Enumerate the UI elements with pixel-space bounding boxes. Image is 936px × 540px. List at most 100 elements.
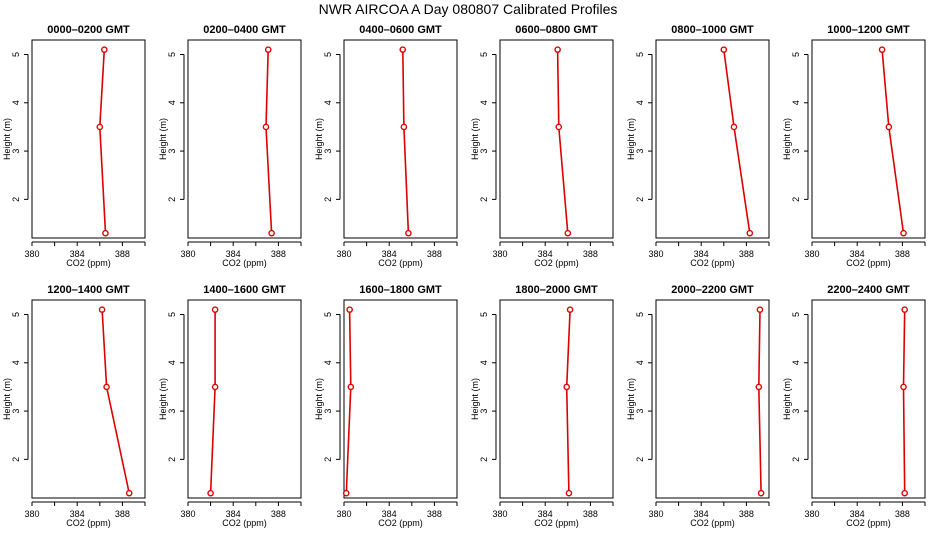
profile-point bbox=[211, 306, 219, 313]
x-tick-label: 384 bbox=[538, 509, 553, 519]
y-axis-label: Height (m) bbox=[782, 118, 792, 160]
x-axis-label: CO2 (ppm) bbox=[222, 258, 267, 268]
panel-title: 0000–0200 GMT bbox=[47, 24, 130, 36]
panel-title: 0400–0600 GMT bbox=[359, 24, 442, 36]
profile-point bbox=[757, 489, 765, 497]
y-tick-label: 5 bbox=[11, 52, 21, 57]
x-tick-label: 384 bbox=[694, 509, 709, 519]
x-tick-label: 388 bbox=[115, 509, 130, 519]
plot-frame bbox=[187, 299, 302, 499]
x-tick-label: 380 bbox=[804, 509, 819, 519]
x-tick-label: 380 bbox=[180, 249, 195, 259]
panel-title: 2000–2200 GMT bbox=[671, 284, 754, 296]
x-axis-label: CO2 (ppm) bbox=[66, 258, 111, 268]
y-axis-label: Height (m) bbox=[2, 118, 12, 160]
x-tick-label: 380 bbox=[24, 509, 39, 519]
figure-title: NWR AIRCOA A Day 080807 Calibrated Profi… bbox=[319, 1, 618, 17]
x-tick-label: 380 bbox=[492, 509, 507, 519]
x-tick-label: 380 bbox=[492, 249, 507, 259]
y-tick-label: 5 bbox=[323, 52, 333, 57]
y-tick-label: 4 bbox=[323, 100, 333, 105]
profile-point bbox=[342, 489, 350, 497]
y-axis-label: Height (m) bbox=[626, 118, 636, 160]
x-tick-label: 388 bbox=[427, 249, 442, 259]
profile-line bbox=[101, 309, 130, 494]
profile-line bbox=[265, 49, 273, 234]
y-tick-label: 2 bbox=[11, 197, 21, 202]
y-tick-label: 3 bbox=[11, 409, 21, 414]
plot-frame bbox=[499, 39, 614, 239]
x-tick-label: 384 bbox=[850, 509, 865, 519]
x-tick-label: 380 bbox=[648, 509, 663, 519]
panel-8: 1400–1600 GMT 380 384 388 CO2 (ppm) 2 3 4 5 Heigh… bbox=[158, 284, 302, 528]
profile-point bbox=[885, 123, 893, 131]
y-tick-label: 2 bbox=[635, 457, 645, 462]
y-tick-label: 5 bbox=[635, 52, 645, 57]
profile-point bbox=[125, 489, 133, 497]
x-tick-label: 384 bbox=[694, 249, 709, 259]
profile-point bbox=[901, 306, 908, 313]
profile-line bbox=[902, 309, 906, 494]
x-tick-label: 384 bbox=[70, 249, 85, 259]
panel-2: 0200–0400 GMT 380 384 388 CO2 (ppm) 2 3 4 5 Heigh… bbox=[158, 24, 302, 268]
y-axis-label: Height (m) bbox=[314, 378, 324, 420]
y-tick-label: 3 bbox=[479, 409, 489, 414]
panel-title: 1600–1800 GMT bbox=[359, 284, 442, 296]
x-tick-label: 384 bbox=[70, 509, 85, 519]
y-axis-label: Height (m) bbox=[782, 378, 792, 420]
x-tick-label: 380 bbox=[648, 249, 663, 259]
x-tick-label: 380 bbox=[180, 509, 195, 519]
y-tick-label: 5 bbox=[635, 312, 645, 317]
x-axis-label: CO2 (ppm) bbox=[846, 518, 891, 528]
profile-point bbox=[399, 46, 407, 53]
y-tick-label: 3 bbox=[11, 149, 21, 154]
profile-point bbox=[720, 46, 728, 53]
y-tick-label: 2 bbox=[479, 457, 489, 462]
profile-point bbox=[901, 489, 908, 497]
profile-line bbox=[881, 49, 905, 234]
profile-line bbox=[757, 309, 762, 494]
profile-point bbox=[405, 229, 412, 237]
profile-point bbox=[264, 46, 272, 53]
x-tick-label: 384 bbox=[226, 509, 241, 519]
y-tick-label: 4 bbox=[167, 360, 177, 365]
profile-point bbox=[347, 383, 355, 391]
y-tick-label: 5 bbox=[791, 52, 801, 57]
x-tick-label: 384 bbox=[226, 249, 241, 259]
y-tick-label: 4 bbox=[167, 100, 177, 105]
x-tick-label: 388 bbox=[271, 509, 286, 519]
y-tick-label: 2 bbox=[167, 457, 177, 462]
panel-grid: 0000–0200 GMT 380 384 388 CO2 (ppm) 2 3 4 5 Heigh… bbox=[2, 24, 926, 528]
profile-point bbox=[746, 229, 754, 237]
plot-frame bbox=[187, 39, 302, 239]
profile-point bbox=[98, 306, 106, 313]
profile-point bbox=[346, 306, 353, 313]
profile-point bbox=[102, 229, 109, 237]
x-axis-label: CO2 (ppm) bbox=[66, 518, 111, 528]
panel-title: 1000–1200 GMT bbox=[827, 24, 910, 36]
x-axis-label: CO2 (ppm) bbox=[534, 258, 579, 268]
plot-frame bbox=[31, 39, 146, 239]
plot-frame bbox=[811, 299, 926, 499]
y-tick-label: 4 bbox=[791, 360, 801, 365]
y-tick-label: 3 bbox=[479, 149, 489, 154]
profile-point bbox=[262, 123, 270, 131]
plot-frame bbox=[343, 39, 458, 239]
x-tick-label: 388 bbox=[271, 249, 286, 259]
x-axis-label: CO2 (ppm) bbox=[378, 518, 423, 528]
profile-line bbox=[556, 49, 569, 234]
panel-1: 0000–0200 GMT 380 384 388 CO2 (ppm) 2 3 4 5 Heigh… bbox=[2, 24, 146, 268]
panel-title: 0800–1000 GMT bbox=[671, 24, 754, 36]
x-tick-label: 388 bbox=[895, 509, 910, 519]
panel-3: 0400–0600 GMT 380 384 388 CO2 (ppm) 2 3 4 5 Heigh… bbox=[314, 24, 458, 268]
y-axis-label: Height (m) bbox=[2, 378, 12, 420]
y-tick-label: 2 bbox=[791, 197, 801, 202]
x-axis-label: CO2 (ppm) bbox=[222, 518, 267, 528]
profile-point bbox=[900, 383, 907, 391]
x-axis-label: CO2 (ppm) bbox=[378, 258, 423, 268]
panel-7: 1200–1400 GMT 380 384 388 CO2 (ppm) 2 3 4 5 Heigh… bbox=[2, 284, 146, 528]
profile-point bbox=[400, 123, 408, 131]
x-tick-label: 388 bbox=[115, 249, 130, 259]
y-tick-label: 4 bbox=[635, 100, 645, 105]
profile-point bbox=[211, 383, 219, 391]
